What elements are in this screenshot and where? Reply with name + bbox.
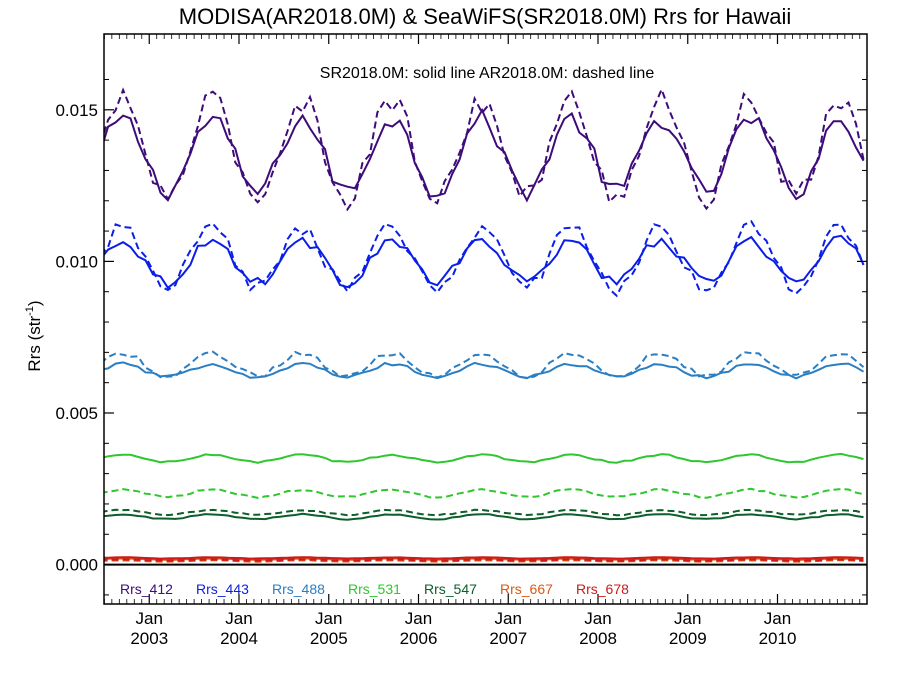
series-Rrs_547-dashed [104,508,864,517]
y-tick-label: 0.000 [55,556,98,575]
legend-label-Rrs_412: Rrs_412 [120,581,173,597]
y-tick-label: 0.005 [55,404,98,423]
y-axis-label: Rrs (str-1) [24,300,44,371]
series-Rrs_488-solid [104,361,865,380]
x-tick-label-month: Jan [225,609,252,628]
series-Rrs_547-solid [104,512,864,521]
x-tick-label-year: 2004 [220,629,258,648]
x-tick-label-year: 2005 [310,629,348,648]
series-Rrs_531-solid [104,452,864,464]
x-tick-label-month: Jan [405,609,432,628]
x-tick-label-year: 2010 [759,629,797,648]
legend-label-Rrs_531: Rrs_531 [348,581,401,597]
x-tick-label-month: Jan [315,609,342,628]
x-tick-label-year: 2006 [400,629,438,648]
legend-label-Rrs_443: Rrs_443 [196,581,249,597]
series-Rrs_531-dashed [104,487,864,499]
y-tick-label: 0.015 [55,101,98,120]
series-Rrs_443-dashed [104,220,865,298]
series-Rrs_678-dashed [104,558,864,562]
x-tick-label-month: Jan [764,609,791,628]
legend-label-Rrs_678: Rrs_678 [576,581,629,597]
x-tick-label-year: 2003 [130,629,168,648]
chart-title: MODISA(AR2018.0M) & SeaWiFS(SR2018.0M) R… [179,4,792,29]
x-tick-label-month: Jan [584,609,611,628]
series-Rrs_678-solid [104,556,864,560]
series-Rrs_488-dashed [104,350,865,379]
series-Rrs_412-solid [104,107,865,203]
series-Rrs_412-dashed [104,86,865,212]
x-tick-label-month: Jan [495,609,522,628]
legend-label-Rrs_488: Rrs_488 [272,581,325,597]
x-tick-label-year: 2008 [579,629,617,648]
chart-subtitle: SR2018.0M: solid line AR2018.0M: dashed … [320,65,655,82]
x-tick-label-year: 2009 [669,629,707,648]
x-tick-label-month: Jan [136,609,163,628]
y-axis-label-sup: -1 [24,306,36,316]
x-tick-label-year: 2007 [489,629,527,648]
x-tick-label-month: Jan [674,609,701,628]
series-Rrs_443-solid [104,234,865,290]
legend-label-Rrs_667: Rrs_667 [500,581,553,597]
y-tick-label: 0.010 [55,252,98,271]
legend-label-Rrs_547: Rrs_547 [424,581,477,597]
